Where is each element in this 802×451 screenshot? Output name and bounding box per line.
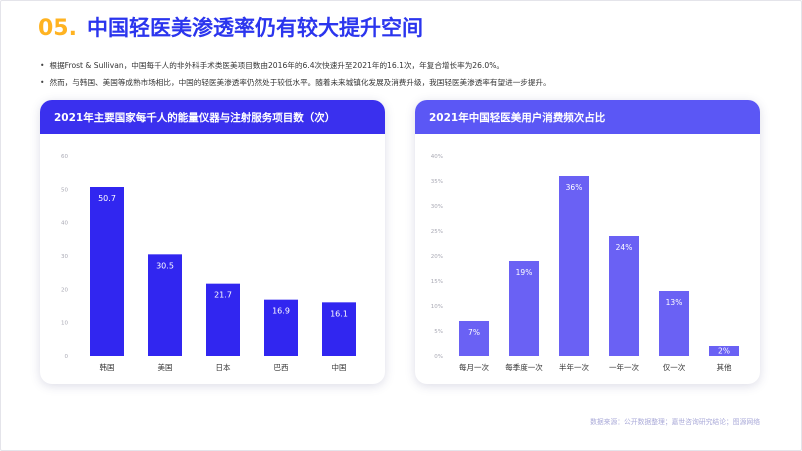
data-label: 19% (516, 268, 533, 277)
bullet-item: 根据Frost & Sullivan，中国每千人的非外科手术类医美项目数由201… (40, 57, 551, 74)
x-tick-label: 中国 (332, 362, 347, 372)
x-tick-label: 一年一次 (609, 362, 639, 372)
y-tick-label: 10% (431, 304, 443, 310)
bar (559, 176, 589, 356)
y-tick-label: 40% (431, 154, 443, 160)
bar (659, 291, 689, 356)
x-tick-label: 每月一次 (459, 362, 489, 372)
data-label: 16.1 (330, 309, 348, 318)
y-tick-label: 30 (61, 254, 68, 260)
x-tick-label: 巴西 (274, 363, 289, 372)
x-tick-label: 半年一次 (559, 362, 589, 372)
title-text: 中国轻医美渗透率仍有较大提升空间 (86, 16, 423, 40)
data-label: 2% (718, 347, 730, 356)
chart-title: 2021年中国轻医美用户消费频次占比 (415, 100, 760, 134)
bar (206, 283, 240, 356)
y-tick-label: 35% (431, 179, 443, 185)
y-tick-label: 40 (61, 221, 68, 227)
y-tick-label: 0 (65, 354, 69, 360)
y-tick-label: 0% (434, 354, 443, 360)
chart-title: 2021年主要国家每千人的能量仪器与注射服务项目数（次） (40, 100, 385, 134)
bar-chart-frequency: 0% 5% 10% 15% 20% 25% 30% 35% 40% 7% 每月一次 19% 每季度一次 3… (431, 154, 739, 372)
bar (264, 299, 298, 356)
source-note: 数据来源：公开数据整理；嘉世咨询研究结论；图源网络 (590, 418, 760, 426)
y-tick-label: 5% (434, 329, 443, 335)
data-label: 36% (566, 183, 583, 192)
bar (459, 321, 489, 356)
x-tick-label: 美国 (158, 362, 173, 372)
y-tick-label: 60 (61, 154, 68, 160)
data-label: 24% (616, 243, 633, 252)
data-label: 21.7 (214, 291, 232, 300)
bullet-item: 然而，与韩国、美国等成熟市场相比，中国的轻医美渗透率仍然处于较低水平。随着未来城… (40, 74, 550, 91)
y-tick-label: 50 (61, 187, 68, 193)
bar-chart-countries: 0 10 20 30 40 50 60 50.7 韩国 30.5 美国 21.7 日本 16.9 巴西 16.… (61, 154, 356, 372)
x-tick-label: 日本 (216, 362, 231, 372)
bullet-list: 根据Frost & Sullivan，中国每千人的非外科手术类医美项目数由201… (40, 57, 551, 91)
title-number: 05. (38, 16, 77, 41)
x-tick-label: 每季度一次 (505, 362, 543, 372)
data-label: 30.5 (156, 261, 174, 270)
page-title: 05. 中国轻医美渗透率仍有较大提升空间 (38, 12, 423, 42)
bar (148, 254, 182, 356)
bar (322, 302, 356, 356)
data-label: 50.7 (98, 194, 116, 203)
x-tick-label: 其他 (717, 362, 732, 372)
bar (509, 261, 539, 356)
y-tick-label: 25% (431, 229, 443, 235)
data-label: 16.9 (272, 307, 290, 316)
y-tick-label: 10 (61, 321, 68, 327)
chart-card-countries: 2021年主要国家每千人的能量仪器与注射服务项目数（次） 0 10 20 30 40 50… (40, 100, 385, 384)
x-tick-label: 韩国 (100, 362, 115, 372)
y-tick-label: 20 (61, 287, 68, 293)
bar (709, 346, 739, 356)
y-tick-label: 30% (431, 204, 443, 210)
x-tick-label: 仅一次 (663, 362, 686, 372)
chart-card-frequency: 2021年中国轻医美用户消费频次占比 0% 5% 10% 15% 20% 25% 30% 35… (415, 100, 760, 384)
data-label: 7% (468, 328, 480, 337)
bar (609, 236, 639, 356)
y-tick-label: 20% (431, 254, 443, 260)
y-tick-label: 15% (431, 279, 443, 285)
data-label: 13% (666, 298, 683, 307)
bar (90, 187, 124, 356)
